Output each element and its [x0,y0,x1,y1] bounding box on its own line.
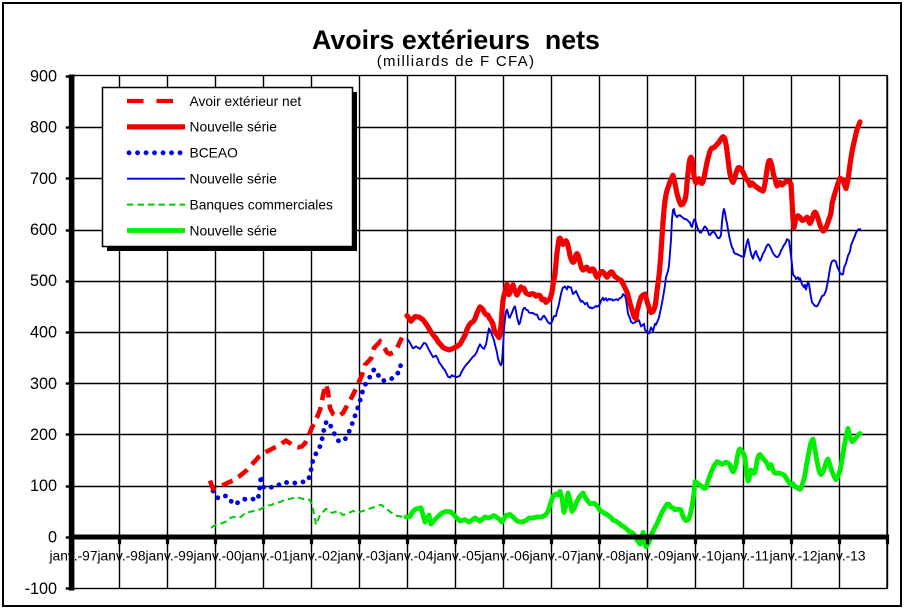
svg-text:Nouvelle série: Nouvelle série [190,120,278,135]
svg-text:BCEAO: BCEAO [190,146,239,161]
svg-text:janv.-03: janv.-03 [336,549,385,564]
svg-text:janv.-97: janv.-97 [48,549,97,564]
svg-text:Nouvelle série: Nouvelle série [190,172,278,187]
svg-text:(milliards de F CFA): (milliards de F CFA) [377,53,536,70]
svg-text:500: 500 [30,272,57,290]
svg-text:0: 0 [48,529,57,547]
svg-text:janv.-09: janv.-09 [624,549,673,564]
svg-text:janv.-12: janv.-12 [768,549,817,564]
svg-text:900: 900 [30,67,57,85]
svg-text:janv.-00: janv.-00 [192,549,241,564]
svg-text:janv.-08: janv.-08 [576,549,625,564]
svg-text:janv.-99: janv.-99 [144,549,193,564]
svg-text:janv.-11: janv.-11 [721,549,769,564]
svg-text:janv.-98: janv.-98 [96,549,145,564]
svg-text:janv.-13: janv.-13 [816,549,865,564]
svg-text:janv.-10: janv.-10 [672,549,721,564]
svg-text:Nouvelle série: Nouvelle série [190,223,278,238]
svg-text:Banques commerciales: Banques commerciales [190,197,334,212]
svg-text:janv.-01: janv.-01 [240,549,289,564]
svg-text:janv.-05: janv.-05 [432,549,481,564]
svg-text:400: 400 [30,324,57,342]
svg-text:100: 100 [30,477,57,495]
svg-text:600: 600 [30,221,57,239]
svg-text:300: 300 [30,375,57,393]
svg-text:janv.-06: janv.-06 [480,549,529,564]
svg-text:janv.-04: janv.-04 [384,549,433,564]
svg-text:janv.-07: janv.-07 [528,549,577,564]
svg-text:Avoirs extérieurs nets: Avoirs extérieurs nets [312,25,600,55]
svg-text:700: 700 [30,170,57,188]
svg-text:Avoir extérieur net: Avoir extérieur net [190,94,302,109]
svg-text:janv.-02: janv.-02 [288,549,337,564]
svg-text:-100: -100 [25,580,57,598]
svg-text:800: 800 [30,119,57,137]
svg-text:200: 200 [30,426,57,444]
